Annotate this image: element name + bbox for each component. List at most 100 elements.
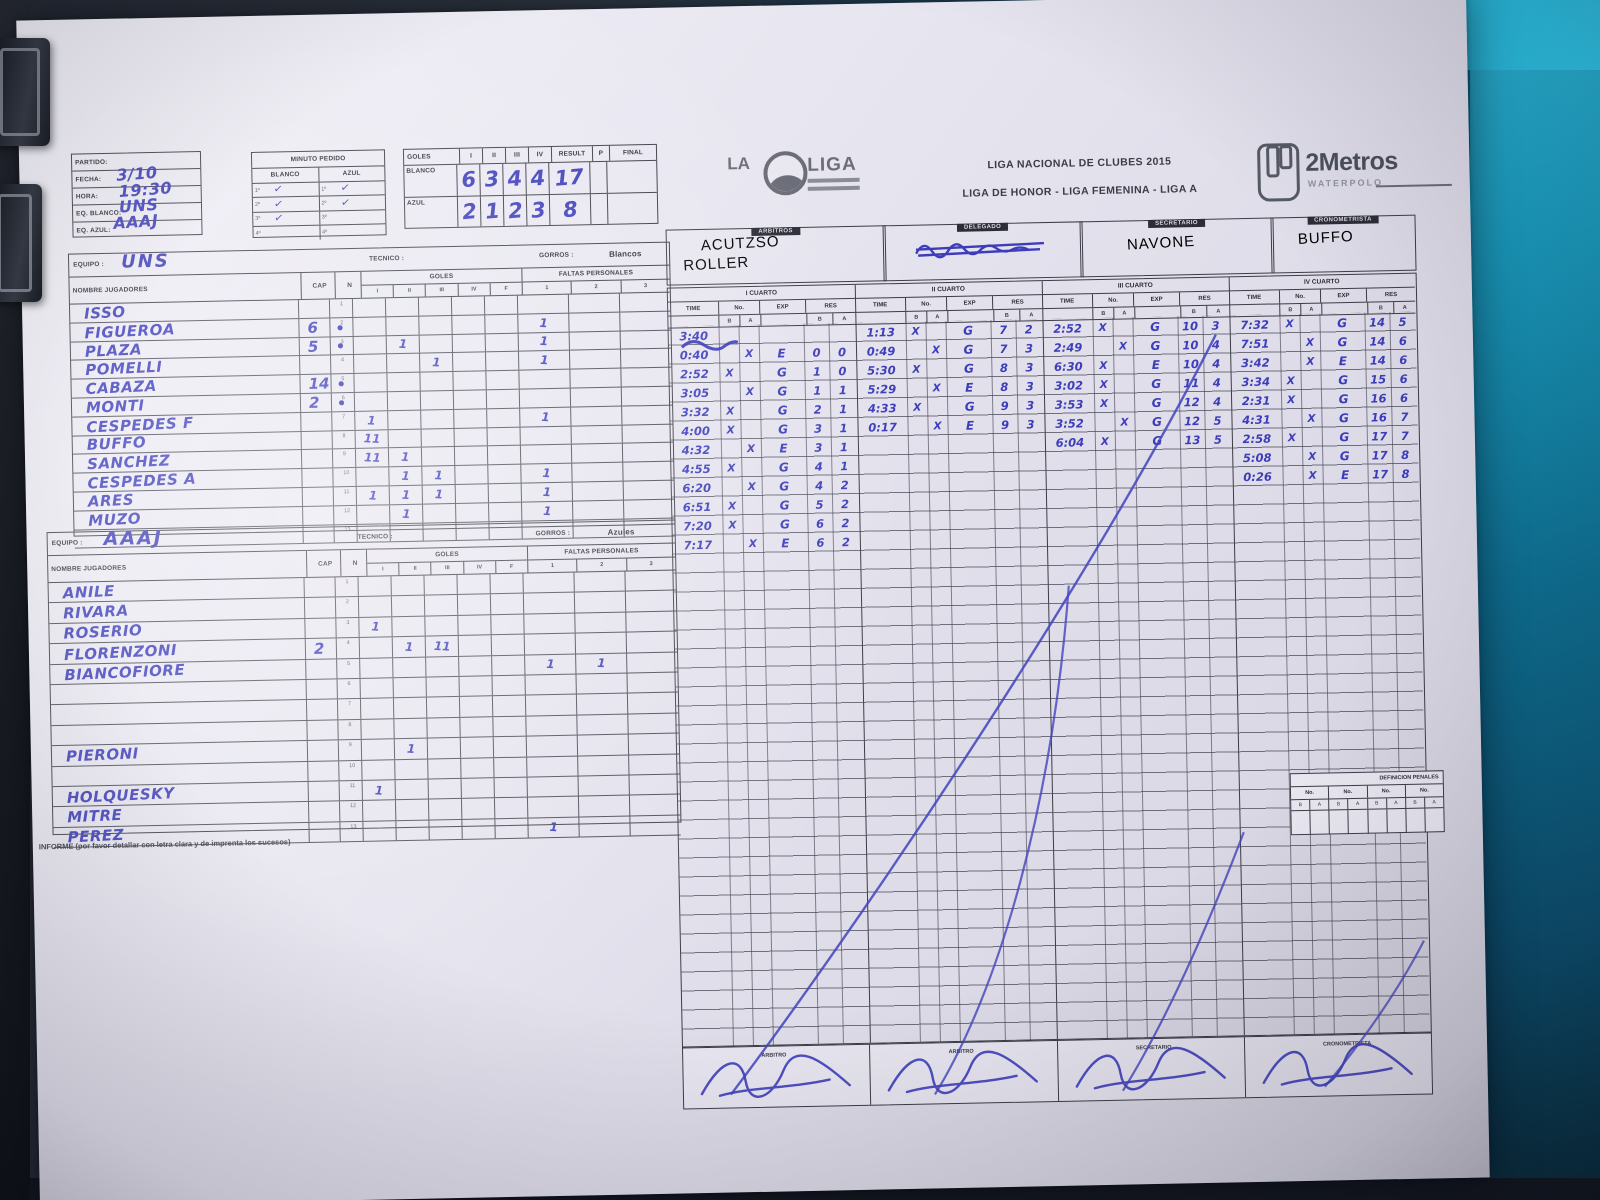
player-cap-number: 6 [307, 318, 319, 337]
entry-score-blanco: 3 [813, 421, 823, 436]
equipo-label: EQUIPO : [73, 260, 105, 269]
row-number: 11 [343, 489, 350, 496]
entry-time: 5:29 [867, 381, 897, 397]
goles-q1: 6 [460, 167, 477, 193]
entry-mark-azul: X [1306, 355, 1315, 368]
minuto-pedido-box: MINUTO PEDIDO BLANCO AZUL 1º ✓ 1º ✓ [250, 149, 387, 241]
arbitros-cell: ARBITROS ACUTZSO ROLLER [665, 225, 887, 286]
entry-score-azul: 1 [838, 382, 847, 397]
entry-score-azul: 2 [1024, 321, 1033, 336]
entry-score-azul: 1 [840, 458, 849, 473]
entry-score-azul: 3 [1211, 318, 1220, 333]
minuto-ordinal: 1º [254, 187, 260, 194]
minuto-azul-cell: 3º [320, 210, 386, 225]
entry-time: 3:53 [1054, 396, 1084, 412]
entry-mark-azul: X [1307, 412, 1316, 425]
entry-mark-blanco: X [913, 401, 922, 414]
goal-tick-q1: 11 [363, 450, 381, 466]
entry-score-blanco: 7 [999, 341, 1008, 356]
goles-q4: 3 [529, 197, 547, 223]
entry-time: 2:58 [1242, 431, 1272, 446]
minuto-blanco-cell: 3º ✓ [253, 210, 320, 227]
player-name: FIGUEROA [84, 319, 176, 343]
entry-event: G [778, 459, 789, 474]
player-name [51, 694, 65, 695]
goles-box: GOLES I II III IV RESULT P FINAL BLANCO … [402, 143, 659, 229]
entry-score-azul: 3 [1024, 340, 1034, 355]
res-col-label: RES [1384, 291, 1398, 298]
entry-score-blanco: 12 [1183, 413, 1201, 428]
goal-tick-q2: 1 [401, 506, 411, 521]
entry-score-blanco: 12 [1183, 394, 1200, 409]
minuto-azul-mark: ✓ [339, 195, 351, 210]
res-col-label: RES [1198, 295, 1211, 302]
entry-time: 7:32 [1240, 317, 1270, 332]
quarter-1-entries: 3:40 0:40 X [669, 323, 861, 555]
foul-tick-1: 1 [538, 315, 548, 331]
entry-event: G [779, 516, 791, 531]
minuto-ordinal: 2º [254, 201, 261, 208]
entry-score-azul: 5 [1398, 314, 1407, 329]
gorros-label: GORROS : [535, 529, 571, 538]
team-blanco-name: UNS [120, 250, 170, 273]
entry-mark-blanco: X [911, 325, 920, 338]
row-number: 4 [346, 640, 350, 647]
row-number: 10 [343, 470, 350, 477]
goles-sub-iii: III [426, 283, 459, 297]
row-number: 3 [340, 338, 344, 345]
goal-tick-q1: 1 [368, 488, 378, 503]
n-label: N [352, 559, 358, 567]
quarter-2-body: 1:13 X G 7 2 0:49 X [855, 319, 1057, 1043]
secretario-cell: SECRETARIO NAVONE [1079, 217, 1275, 278]
partido-box: PARTIDO: FECHA: HORA: EQ. BLANCO: [70, 150, 203, 238]
entry-time: 0:17 [868, 419, 898, 435]
partido-row-label: EQ. AZUL: [76, 226, 111, 235]
exp-col-label: EXP [1133, 292, 1181, 307]
entry-time: 3:02 [1054, 377, 1084, 393]
row-number: 5 [341, 376, 345, 383]
player-name: BIANCOFIORE [63, 660, 186, 685]
goal-tick-q3: 11 [433, 638, 451, 654]
player-name: ROSERIO [63, 621, 143, 644]
entry-score-blanco: 10 [1182, 337, 1199, 352]
entry-score-blanco: 2 [813, 402, 822, 417]
entry-event: G [1337, 334, 1348, 349]
team-azul-rows: ANILE 1 RIVARA [48, 570, 681, 849]
liga-logo-la-text: LA [727, 153, 751, 174]
minuto-ordinal: 3º [255, 216, 261, 223]
row-number: 3 [346, 619, 350, 626]
minuto-azul-cell: 1º ✓ [319, 181, 385, 196]
row-number: 12 [349, 803, 357, 810]
player-name: ISSO [83, 302, 126, 323]
entry-mark-azul: X [932, 381, 941, 394]
entry-mark-blanco: X [1098, 321, 1107, 334]
goles-sub-ii: II [399, 562, 432, 576]
row-number: 1 [339, 301, 344, 308]
goles-q3: 2 [506, 197, 524, 224]
no-col-label: No. [1092, 293, 1135, 308]
equipo-label: EQUIPO : [51, 539, 83, 548]
faltas-sub-2: 2 [577, 558, 628, 572]
player-name: CABAZA [85, 376, 158, 399]
signature-scribble [1262, 1043, 1413, 1087]
team-azul-table: EQUIPO : AAAJ TECNICO : GORROS : Azules … [46, 519, 682, 849]
row-number: 9 [342, 451, 347, 458]
liga-logo-bar [807, 185, 860, 191]
signature-scribble [1075, 1046, 1226, 1091]
row-number: 12 [343, 507, 351, 514]
entry-score-blanco: 1 [812, 364, 822, 379]
goles-q1: 2 [460, 198, 478, 224]
row-number: 8 [348, 721, 352, 728]
penales-a: A [1386, 797, 1407, 809]
player-name: RIVARA [62, 601, 130, 623]
faltas-col-label: FALTAS PERSONALES [564, 547, 639, 556]
row-number: 1 [345, 579, 349, 586]
entry-mark-blanco: X [726, 423, 735, 436]
minuto-blanco-cell: 2º ✓ [252, 197, 320, 212]
row-number: 4 [340, 357, 345, 364]
row-number: 8 [342, 432, 346, 439]
minuto-blanco-mark: ✓ [273, 210, 285, 225]
partido-row-label: HORA: [75, 192, 99, 201]
entry-event: G [1151, 414, 1163, 429]
signature-cell: ARBITRO [683, 1044, 872, 1109]
